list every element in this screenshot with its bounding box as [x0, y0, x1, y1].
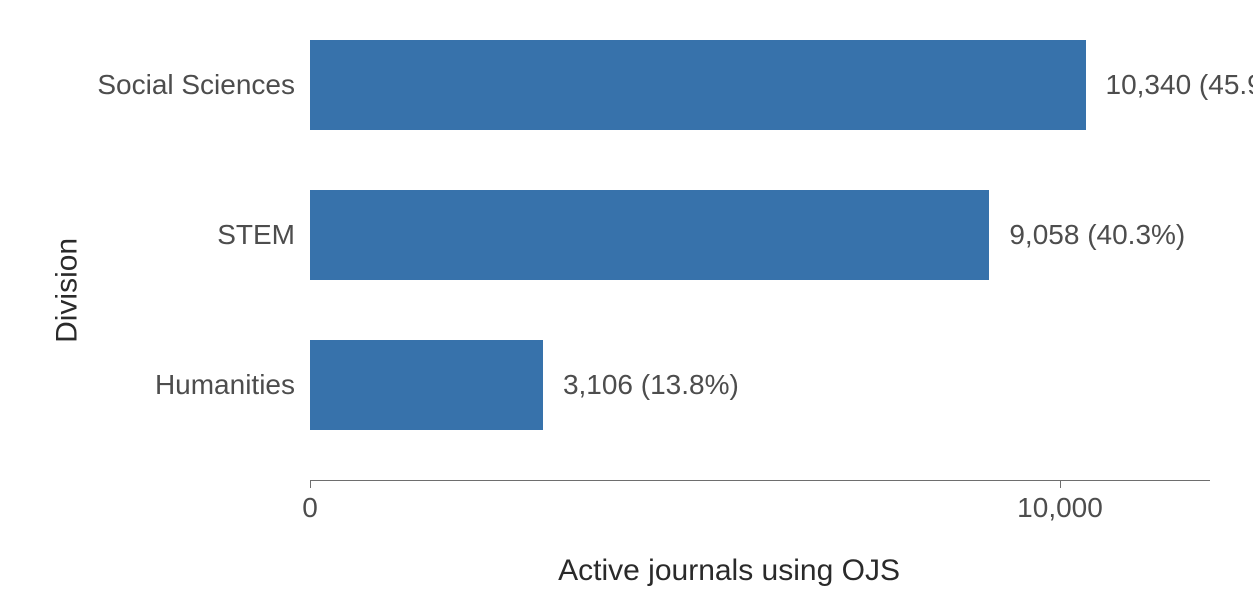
bar-value-label: 3,106 (13.8%)	[563, 369, 739, 401]
bar	[310, 40, 1086, 130]
x-tick-mark	[1060, 480, 1061, 488]
bar	[310, 340, 543, 430]
x-tick-mark	[310, 480, 311, 488]
bar	[310, 190, 989, 280]
bar-chart: Division Social Sciences10,340 (45.9%)ST…	[0, 0, 1253, 608]
bar-row: Social Sciences10,340 (45.9%)	[310, 30, 1210, 140]
category-label: Humanities	[155, 369, 295, 401]
bar-row: Humanities3,106 (13.8%)	[310, 330, 1210, 440]
x-tick-label: 10,000	[1017, 492, 1103, 524]
plot-area: Social Sciences10,340 (45.9%) STEM9,058 (…	[310, 30, 1210, 480]
x-tick-label: 0	[302, 492, 318, 524]
bar-value-label: 10,340 (45.9%)	[1106, 69, 1253, 101]
bar-value-label: 9,058 (40.3%)	[1009, 219, 1185, 251]
x-axis-title: Active journals using OJS	[558, 554, 900, 588]
x-axis-line	[310, 480, 1210, 481]
category-label: Social Sciences	[97, 69, 295, 101]
y-axis-title: Division	[51, 238, 85, 343]
bar-row: STEM9,058 (40.3%)	[310, 180, 1210, 290]
category-label: STEM	[217, 219, 295, 251]
